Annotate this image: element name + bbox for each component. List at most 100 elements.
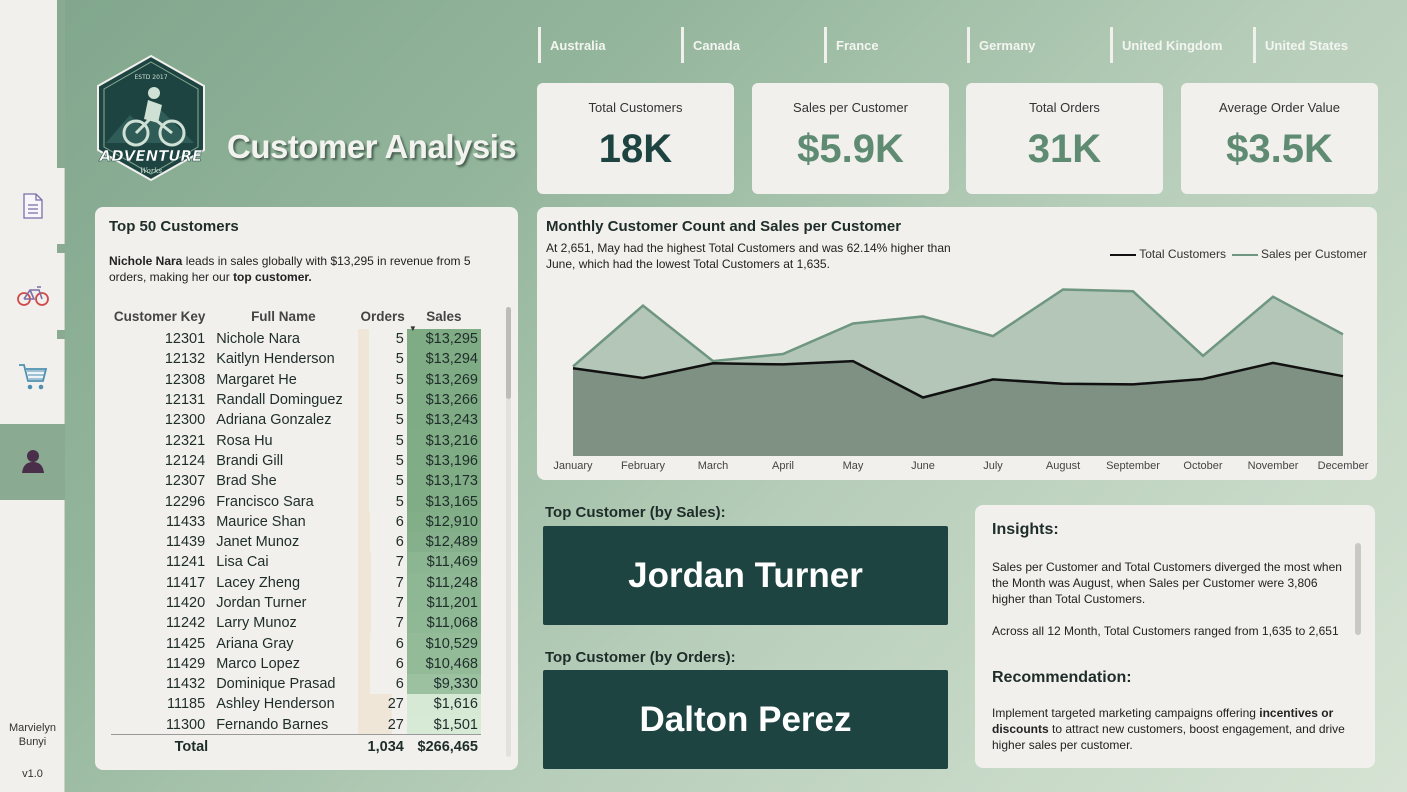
full-name-cell: Brad She <box>216 473 277 490</box>
orders-cell: 5 <box>358 389 406 411</box>
country-australia[interactable]: Australia <box>538 27 681 63</box>
total-customers-area <box>573 361 1343 456</box>
table-scrollbar[interactable] <box>506 307 511 757</box>
x-axis-tick-label: February <box>621 460 666 472</box>
insights-scroll-area[interactable]: Sales per Customer and Total Customers d… <box>992 559 1352 651</box>
country-france[interactable]: France <box>824 27 967 63</box>
x-axis-tick-label: March <box>698 460 729 472</box>
customer-icon <box>19 446 47 479</box>
insights-scrollbar[interactable] <box>1355 543 1361 635</box>
table-row[interactable]: 12307 Brad She 5 $13,173 <box>111 471 481 492</box>
full-name-cell: Lacey Zheng <box>216 574 301 591</box>
customer-key-cell: 12308 <box>164 371 206 388</box>
table-row[interactable]: 12300 Adriana Gonzalez 5 $13,243 <box>111 410 481 431</box>
author-name: Marvielyn Bunyi <box>8 722 57 748</box>
nav-item-overview[interactable] <box>0 170 65 246</box>
column-header-customer-key[interactable]: Customer Key <box>113 308 206 324</box>
kpi-average-order-value: Average Order Value $3.5K <box>1181 83 1378 194</box>
x-axis-tick-label: April <box>772 460 794 472</box>
orders-bar <box>358 653 371 675</box>
full-name-cell: Randall Dominguez <box>216 392 343 409</box>
sales-cell: $11,201 <box>406 592 481 614</box>
table-row[interactable]: 11432 Dominique Prasad 6 $9,330 <box>111 674 481 695</box>
sales-cell: $11,068 <box>406 613 481 634</box>
orders-bar <box>358 329 370 350</box>
sales-cell: $9,330 <box>406 674 481 695</box>
column-header-sales[interactable]: Sales ▼ <box>408 308 462 334</box>
column-header-orders[interactable]: Orders <box>360 308 405 324</box>
table-row[interactable]: 12131 Randall Dominguez 5 $13,266 <box>111 389 481 411</box>
table-row[interactable]: 11242 Larry Munoz 7 $11,068 <box>111 613 481 634</box>
top-customer-orders-card: Dalton Perez <box>543 670 948 769</box>
country-slicer: Australia Canada France Germany United K… <box>538 27 1396 63</box>
customers-table: Customer Key Full Name Orders Sales ▼ 123… <box>111 303 481 759</box>
table-row[interactable]: 12308 Margaret He 5 $13,269 <box>111 369 481 390</box>
full-name-cell: Nichole Nara <box>216 331 301 348</box>
scrollbar-thumb[interactable] <box>506 307 511 399</box>
insights-paragraph: Across all 12 Month, Total Customers ran… <box>992 624 1339 638</box>
orders-cell: 7 <box>358 572 406 593</box>
bicycle-icon <box>16 284 49 311</box>
area-chart: January February March April May June July Augu… <box>553 288 1369 472</box>
x-axis-tick-label: September <box>1106 460 1160 472</box>
orders-cell: 5 <box>358 410 406 431</box>
table-row[interactable]: 12132 Kaitlyn Henderson 5 $13,294 <box>111 349 481 370</box>
customer-key-cell: 12124 <box>164 452 206 469</box>
monthly-customer-chart-card: Monthly Customer Count and Sales per Cus… <box>537 207 1377 480</box>
customer-key-cell: 12321 <box>164 432 206 449</box>
table-row[interactable]: 11429 Marco Lopez 6 $10,468 <box>111 653 481 675</box>
sales-cell: $13,243 <box>406 410 481 431</box>
table-row[interactable]: 11185 Ashley Henderson 27 $1,616 <box>111 694 481 715</box>
country-united-kingdom[interactable]: United Kingdom <box>1110 27 1253 63</box>
nav-item-products[interactable] <box>0 259 65 335</box>
full-name-cell: Kaitlyn Henderson <box>216 351 335 368</box>
orders-cell: 5 <box>358 430 406 451</box>
orders-bar <box>358 552 372 573</box>
column-header-full-name[interactable]: Full Name <box>251 308 316 324</box>
legend-sales-per-customer[interactable]: Sales per Customer <box>1231 247 1367 261</box>
kpi-value: 18K <box>598 127 673 171</box>
left-navigation: Marvielyn Bunyi v1.0 <box>0 0 65 792</box>
table-row[interactable]: 11425 Ariana Gray 6 $10,529 <box>111 633 481 654</box>
insights-paragraph: Sales per Customer and Total Customers d… <box>992 560 1342 606</box>
table-total-row: Total 1,034 $266,465 <box>111 734 481 759</box>
full-name-cell: Maurice Shan <box>216 513 306 530</box>
logo-brand-text: ADVENTURE <box>99 147 203 165</box>
legend-total-customers[interactable]: Total Customers <box>1110 247 1226 261</box>
table-row[interactable]: 11300 Fernando Barnes 27 $1,501 <box>111 714 481 735</box>
orders-cell: 7 <box>358 613 406 634</box>
table-row[interactable]: 12301 Nichole Nara 5 $13,295 <box>111 329 481 350</box>
table-row[interactable]: 11433 Maurice Shan 6 $12,910 <box>111 511 481 532</box>
customer-key-cell: 11425 <box>165 635 206 652</box>
logo-estd-text: ESTD 2017 <box>134 74 167 81</box>
kpi-label: Total Customers <box>588 100 683 115</box>
nav-item-customers[interactable] <box>0 424 65 500</box>
nav-notch <box>57 0 65 168</box>
country-germany[interactable]: Germany <box>967 27 1110 63</box>
table-row[interactable]: 12296 Francisco Sara 5 $13,165 <box>111 491 481 512</box>
version-label: v1.0 <box>22 768 43 780</box>
customer-key-cell: 11439 <box>165 534 206 551</box>
sales-cell: $13,295 <box>406 329 481 350</box>
sales-cell: $12,489 <box>406 531 481 553</box>
table-row[interactable]: 12124 Brandi Gill 5 $13,196 <box>111 450 481 472</box>
kpi-total-customers: Total Customers 18K <box>537 83 734 194</box>
table-row[interactable]: 11241 Lisa Cai 7 $11,469 <box>111 552 481 573</box>
sales-cell: $13,216 <box>406 430 481 451</box>
table-row[interactable]: 12321 Rosa Hu 5 $13,216 <box>111 430 481 451</box>
table-row[interactable]: 11417 Lacey Zheng 7 $11,248 <box>111 572 481 593</box>
recommendation-title: Recommendation: <box>992 669 1132 686</box>
customer-key-cell: 11417 <box>165 574 206 591</box>
sales-cell: $13,294 <box>406 349 481 370</box>
orders-cell: 5 <box>358 491 406 512</box>
table-row[interactable]: 11439 Janet Munoz 6 $12,489 <box>111 531 481 553</box>
sales-cell: $13,196 <box>406 450 481 472</box>
full-name-cell: Jordan Turner <box>216 595 307 611</box>
nav-item-orders[interactable] <box>0 341 65 417</box>
table-row[interactable]: 11420 Jordan Turner 7 $11,201 <box>111 592 481 614</box>
x-axis-tick-label: November <box>1248 460 1299 472</box>
top-customer-orders-label: Top Customer (by Orders): <box>545 649 736 666</box>
sales-cell: $12,910 <box>406 511 481 532</box>
country-united-states[interactable]: United States <box>1253 27 1396 63</box>
country-canada[interactable]: Canada <box>681 27 824 63</box>
